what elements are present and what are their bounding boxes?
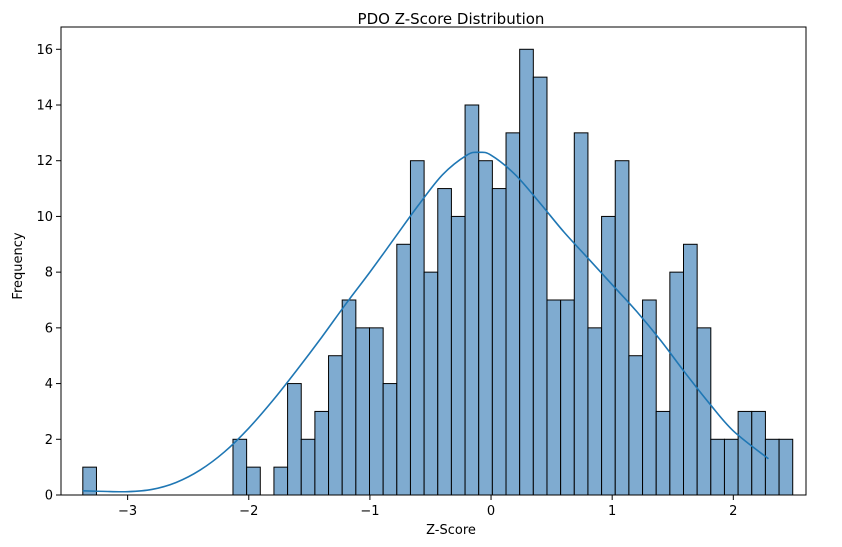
histogram-bar <box>273 466 289 496</box>
kde-curve <box>82 151 769 493</box>
histogram-bar <box>601 215 616 496</box>
histogram-bar <box>382 383 398 496</box>
histogram-bar <box>464 104 480 496</box>
histogram-bar <box>614 160 630 496</box>
histogram-bar <box>355 327 371 496</box>
bars-group <box>82 48 794 496</box>
y-tick-label: 2 <box>45 433 53 448</box>
histogram-bar <box>764 438 780 496</box>
histogram-bar <box>491 188 507 496</box>
histogram-bar <box>423 271 439 496</box>
histogram-bar <box>546 299 562 496</box>
histogram-bar <box>655 410 671 496</box>
histogram-bar <box>737 410 753 496</box>
y-axis-label: Frequency <box>11 232 26 299</box>
histogram-bar <box>696 327 712 496</box>
histogram-bar <box>628 355 644 496</box>
chart-title: PDO Z-Score Distribution <box>358 10 545 28</box>
y-axis-ticks: 0 2 4 6 8 10 12 14 16 <box>36 43 61 504</box>
histogram-bar <box>560 299 575 496</box>
histogram-bar <box>669 271 685 496</box>
histogram-bar <box>478 160 493 496</box>
y-tick-label: 4 <box>45 377 53 392</box>
y-tick-label: 12 <box>36 154 53 169</box>
histogram-bar <box>710 438 725 496</box>
histogram-bar <box>573 132 589 496</box>
x-axis-label: Z-Score <box>426 523 476 538</box>
y-tick-label: 8 <box>45 266 53 281</box>
x-tick-label: −2 <box>239 504 258 519</box>
histogram-bar <box>505 132 521 496</box>
x-tick-label: 1 <box>608 504 616 519</box>
histogram-bar <box>751 410 766 496</box>
histogram-bar <box>683 243 698 496</box>
histogram-bar <box>519 48 534 496</box>
histogram-bar <box>287 383 302 496</box>
histogram-bar <box>246 466 261 496</box>
histogram-bar <box>723 438 739 496</box>
histogram-bar <box>587 327 603 496</box>
y-tick-label: 14 <box>36 99 53 114</box>
histogram-bar <box>778 438 794 496</box>
x-tick-label: 2 <box>729 504 737 519</box>
histogram-bar <box>396 243 411 496</box>
histogram-bar <box>450 215 466 496</box>
histogram-bar <box>532 76 548 496</box>
histogram-bar <box>437 188 452 496</box>
histogram-bar <box>314 410 330 496</box>
histogram-bar <box>409 160 425 496</box>
y-tick-label: 0 <box>45 489 53 504</box>
histogram-bar <box>341 299 357 496</box>
histogram-bar <box>642 299 657 496</box>
y-tick-label: 16 <box>36 43 53 58</box>
histogram-bar <box>232 438 248 496</box>
x-tick-label: −1 <box>360 504 379 519</box>
histogram-bar <box>328 355 343 496</box>
x-axis-ticks: −3 −2 −1 0 1 2 <box>118 495 737 519</box>
histogram-bar <box>369 327 384 496</box>
y-tick-label: 6 <box>45 321 53 336</box>
x-tick-label: −3 <box>118 504 137 519</box>
plot-frame <box>60 26 807 496</box>
x-tick-label: 0 <box>487 504 495 519</box>
y-tick-label: 10 <box>36 210 53 225</box>
histogram-bar <box>300 438 316 496</box>
